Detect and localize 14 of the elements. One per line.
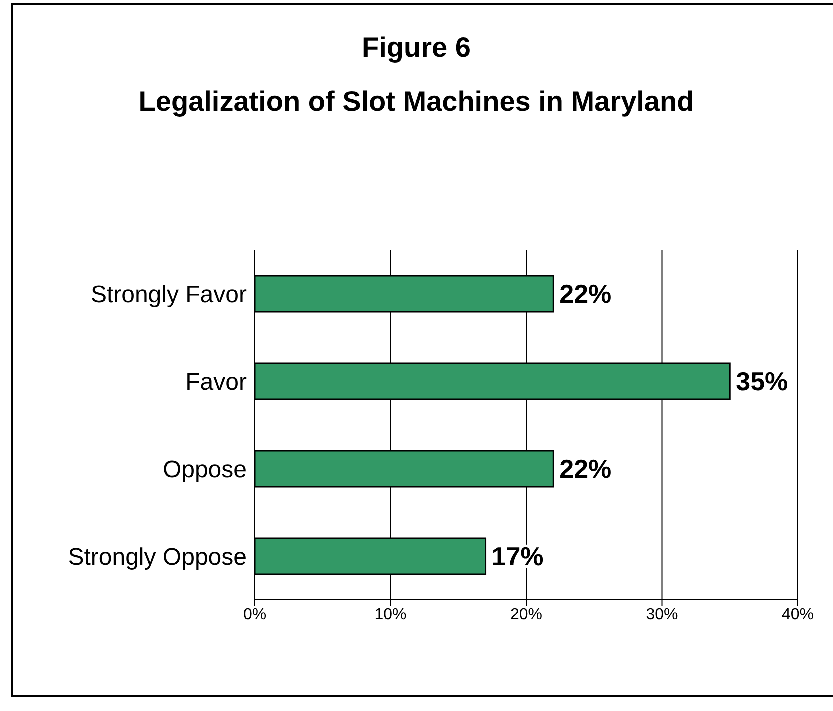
y-tick-label: Oppose (162, 456, 247, 484)
x-tick-label: 20% (510, 606, 543, 624)
data-label: 22% (560, 279, 612, 309)
x-tick-label: 10% (374, 606, 407, 624)
chart-title: Figure 6 (361, 32, 472, 64)
data-label: 22% (560, 454, 612, 484)
y-tick-label: Strongly Favor (90, 281, 248, 308)
chart-subtitle: Legalization of Slot Machines in Maryland (138, 86, 696, 118)
x-tick-label: 0% (243, 606, 267, 624)
y-tick-label: Strongly Oppose (68, 544, 247, 571)
x-tick-label: 30% (646, 606, 678, 624)
y-tick-label: Favor (186, 368, 247, 396)
data-label: 35% (736, 366, 788, 396)
x-tick-label: 40% (782, 606, 814, 624)
